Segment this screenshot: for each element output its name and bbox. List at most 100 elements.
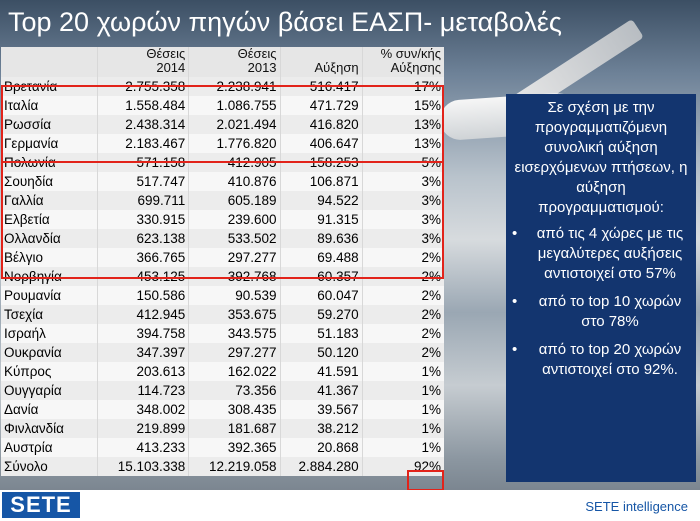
table-row: Δανία 348.002 308.435 39.567 1% [1,400,444,419]
cell-pct: 5% [421,155,441,170]
cell-seats2013: 308.435 [188,400,281,419]
cell-increase: 50.120 [280,343,363,362]
cell-pct: 3% [421,231,441,246]
cell-pct: 17% [413,79,441,94]
cell-seats2013: 2.021.494 [188,115,281,134]
cell-country: Φινλανδία [1,419,98,438]
summary-bullet: • από το top 20 χωρών αντιστοιχεί στο 92%… [512,340,690,380]
cell-country: Ολλανδία [1,229,98,248]
cell-country: Ελβετία [1,210,98,229]
cell-seats2014: 2.755.358 [97,77,190,96]
cell-pct: 2% [421,288,441,303]
cell-pct: 1% [421,364,441,379]
cell-pct: 2% [421,307,441,322]
footer-tagline: SETE intelligence [585,499,688,514]
cell-seats2014: 203.613 [97,362,190,381]
cell-increase: 91.315 [280,210,363,229]
cell-seats2014: 114.723 [97,381,190,400]
cell-seats2013: 392.365 [188,438,281,457]
cell-seats2014: 699.711 [97,191,190,210]
bullet-icon: • [512,225,518,242]
header-line: 2013 [247,60,277,75]
table-row: Φινλανδία 219.899 181.687 38.212 1% [1,419,444,438]
table-header: Θέσεις 2014 Θέσεις 2013 Αύξηση % συν/κής Αύ… [1,47,444,77]
cell-seats2013: 12.219.058 [188,457,281,476]
header-increase: Αύξηση [280,47,363,77]
cell-seats2013: 90.539 [188,286,281,305]
cell-pct: 3% [421,212,441,227]
table-row: Κύπρος 203.613 162.022 41.591 1% [1,362,444,381]
cell-seats2013: 353.675 [188,305,281,324]
cell-country: Νορβηγία [1,267,98,286]
table-row: Ελβετία 330.915 239.600 91.315 3% [1,210,444,229]
cell-pct: 1% [421,383,441,398]
cell-increase: 38.212 [280,419,363,438]
bullet-text: από τις 4 χώρες με τις μεγαλύτερες αυξήσ… [536,225,684,282]
cell-seats2013: 162.022 [188,362,281,381]
table-body: Βρετανία 2.755.358 2.238.941 516.417 17% Ιταλ… [1,77,444,476]
summary-bullet: • από τις 4 χώρες με τις μεγαλύτερες αυξή… [512,224,690,284]
cell-seats2013: 181.687 [188,419,281,438]
header-pct: % συν/κής Αύξησης [362,47,444,77]
summary-panel: Σε σχέση με την προγραμματιζόμενη συνολι… [506,94,696,482]
table-row: Νορβηγία 453.125 392.768 60.357 2% [1,267,444,286]
cell-country: Βρετανία [1,77,98,96]
cell-increase: 39.567 [280,400,363,419]
cell-increase: 94.522 [280,191,363,210]
page-title: Top 20 χωρών πηγών βάσει ΕΑΣΠ- μεταβολές [8,7,562,37]
cell-increase: 60.357 [280,267,363,286]
cell-pct: 3% [421,193,441,208]
bullet-text: από το top 20 χωρών αντιστοιχεί στο 92%. [538,341,682,378]
footer-bar [0,490,700,521]
table-row: Σουηδία 517.747 410.876 106.871 3% [1,172,444,191]
cell-country: Τσεχία [1,305,98,324]
header-line: Θέσεις [146,46,186,61]
cell-country: Γαλλία [1,191,98,210]
cell-increase: 59.270 [280,305,363,324]
bullet-icon: • [512,293,518,310]
cell-seats2014: 150.586 [97,286,190,305]
cell-increase: 69.488 [280,248,363,267]
cell-country: Δανία [1,400,98,419]
cell-seats2013: 297.277 [188,343,281,362]
total-pct-highlight [407,470,444,491]
cell-pct: 2% [421,250,441,265]
cell-increase: 158.253 [280,153,363,172]
summary-bullet: • από το top 10 χωρών στο 78% [512,292,690,332]
cell-seats2013: 605.189 [188,191,281,210]
cell-seats2013: 73.356 [188,381,281,400]
cell-country: Σύνολο [1,457,98,476]
cell-country: Κύπρος [1,362,98,381]
cell-country: Ισραήλ [1,324,98,343]
header-line: Αύξηση [314,60,359,75]
cell-seats2013: 297.277 [188,248,281,267]
cell-country: Ρωσσία [1,115,98,134]
cell-pct: 2% [421,345,441,360]
cell-seats2014: 453.125 [97,267,190,286]
cell-seats2013: 392.768 [188,267,281,286]
cell-pct: 13% [413,136,441,151]
table-row: Ιταλία 1.558.484 1.086.755 471.729 15% [1,96,444,115]
cell-seats2014: 366.765 [97,248,190,267]
cell-increase: 2.884.280 [280,457,363,476]
cell-seats2013: 533.502 [188,229,281,248]
cell-increase: 89.636 [280,229,363,248]
header-line: 2014 [156,60,186,75]
cell-pct: 1% [421,421,441,436]
cell-seats2014: 394.758 [97,324,190,343]
cell-seats2014: 347.397 [97,343,190,362]
cell-increase: 416.820 [280,115,363,134]
cell-increase: 41.591 [280,362,363,381]
cell-country: Αυστρία [1,438,98,457]
data-table: Θέσεις 2014 Θέσεις 2013 Αύξηση % συν/κής Αύ… [1,47,444,476]
cell-country: Γερμανία [1,134,98,153]
cell-seats2014: 1.558.484 [97,96,190,115]
cell-country: Πολωνία [1,153,98,172]
table-row: Αυστρία 413.233 392.365 20.868 1% [1,438,444,457]
cell-pct: 1% [421,402,441,417]
table-row: Τσεχία 412.945 353.675 59.270 2% [1,305,444,324]
cell-seats2014: 412.945 [97,305,190,324]
table-row: Ουκρανία 347.397 297.277 50.120 2% [1,343,444,362]
sete-logo: SETE [2,492,80,518]
table-row: Γερμανία 2.183.467 1.776.820 406.647 13% [1,134,444,153]
